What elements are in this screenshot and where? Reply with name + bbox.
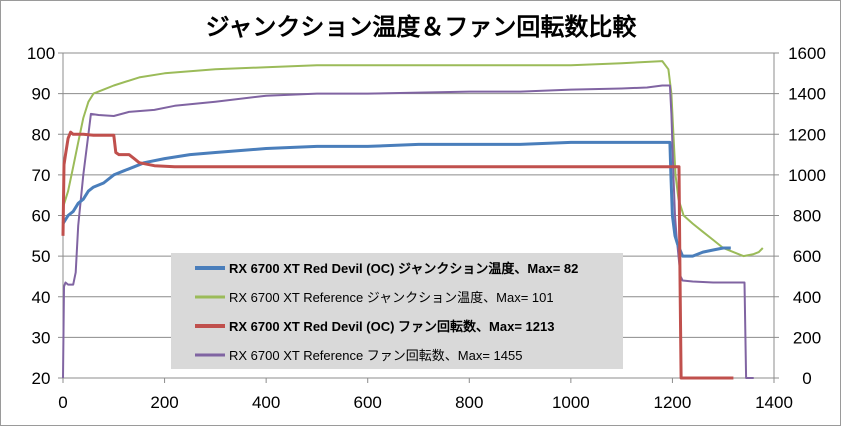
y-tick-label: 70 (32, 166, 51, 185)
y2-tick-label: 600 (793, 247, 821, 266)
y-tick-label: 100 (27, 44, 55, 63)
chart-title: ジャンクション温度＆ファン回転数比較 (206, 13, 638, 41)
legend-label: RX 6700 XT Reference ファン回転数、Max= 1455 (229, 348, 522, 363)
y2-tick-label: 1600 (788, 44, 826, 63)
x-tick-label: 800 (455, 393, 483, 412)
y-tick-label: 20 (32, 369, 51, 388)
y2-tick-label: 200 (793, 328, 821, 347)
y2-tick-label: 1400 (788, 85, 826, 104)
y-tick-label: 30 (32, 328, 51, 347)
legend-box (171, 253, 623, 369)
x-tick-label: 1000 (552, 393, 590, 412)
series-lines (61, 60, 764, 380)
legend: RX 6700 XT Red Devil (OC) ジャンクション温度、Max=… (171, 253, 623, 369)
legend-label: RX 6700 XT Reference ジャンクション温度、Max= 101 (229, 290, 554, 305)
y2-tick-label: 400 (793, 288, 821, 307)
y-tick-label: 50 (32, 247, 51, 266)
y2-tick-label: 0 (802, 369, 811, 388)
y-tick-label: 40 (32, 288, 51, 307)
y2-tick-label: 1200 (788, 125, 826, 144)
series-line-1 (62, 60, 764, 258)
legend-label: RX 6700 XT Red Devil (OC) ジャンクション温度、Max=… (229, 261, 578, 276)
y-tick-label: 90 (32, 85, 51, 104)
x-tick-label: 0 (58, 393, 67, 412)
x-tick-label: 200 (150, 393, 178, 412)
y-tick-label: 60 (32, 207, 51, 226)
x-tick-label: 1400 (755, 393, 793, 412)
y2-tick-label: 1000 (788, 166, 826, 185)
x-tick-label: 600 (354, 393, 382, 412)
series-line-2 (61, 130, 734, 380)
legend-label: RX 6700 XT Red Devil (OC) ファン回転数、Max= 12… (229, 319, 554, 334)
x-tick-label: 400 (252, 393, 280, 412)
x-tick-label: 1200 (654, 393, 692, 412)
y2-tick-label: 800 (793, 207, 821, 226)
y-tick-label: 80 (32, 125, 51, 144)
